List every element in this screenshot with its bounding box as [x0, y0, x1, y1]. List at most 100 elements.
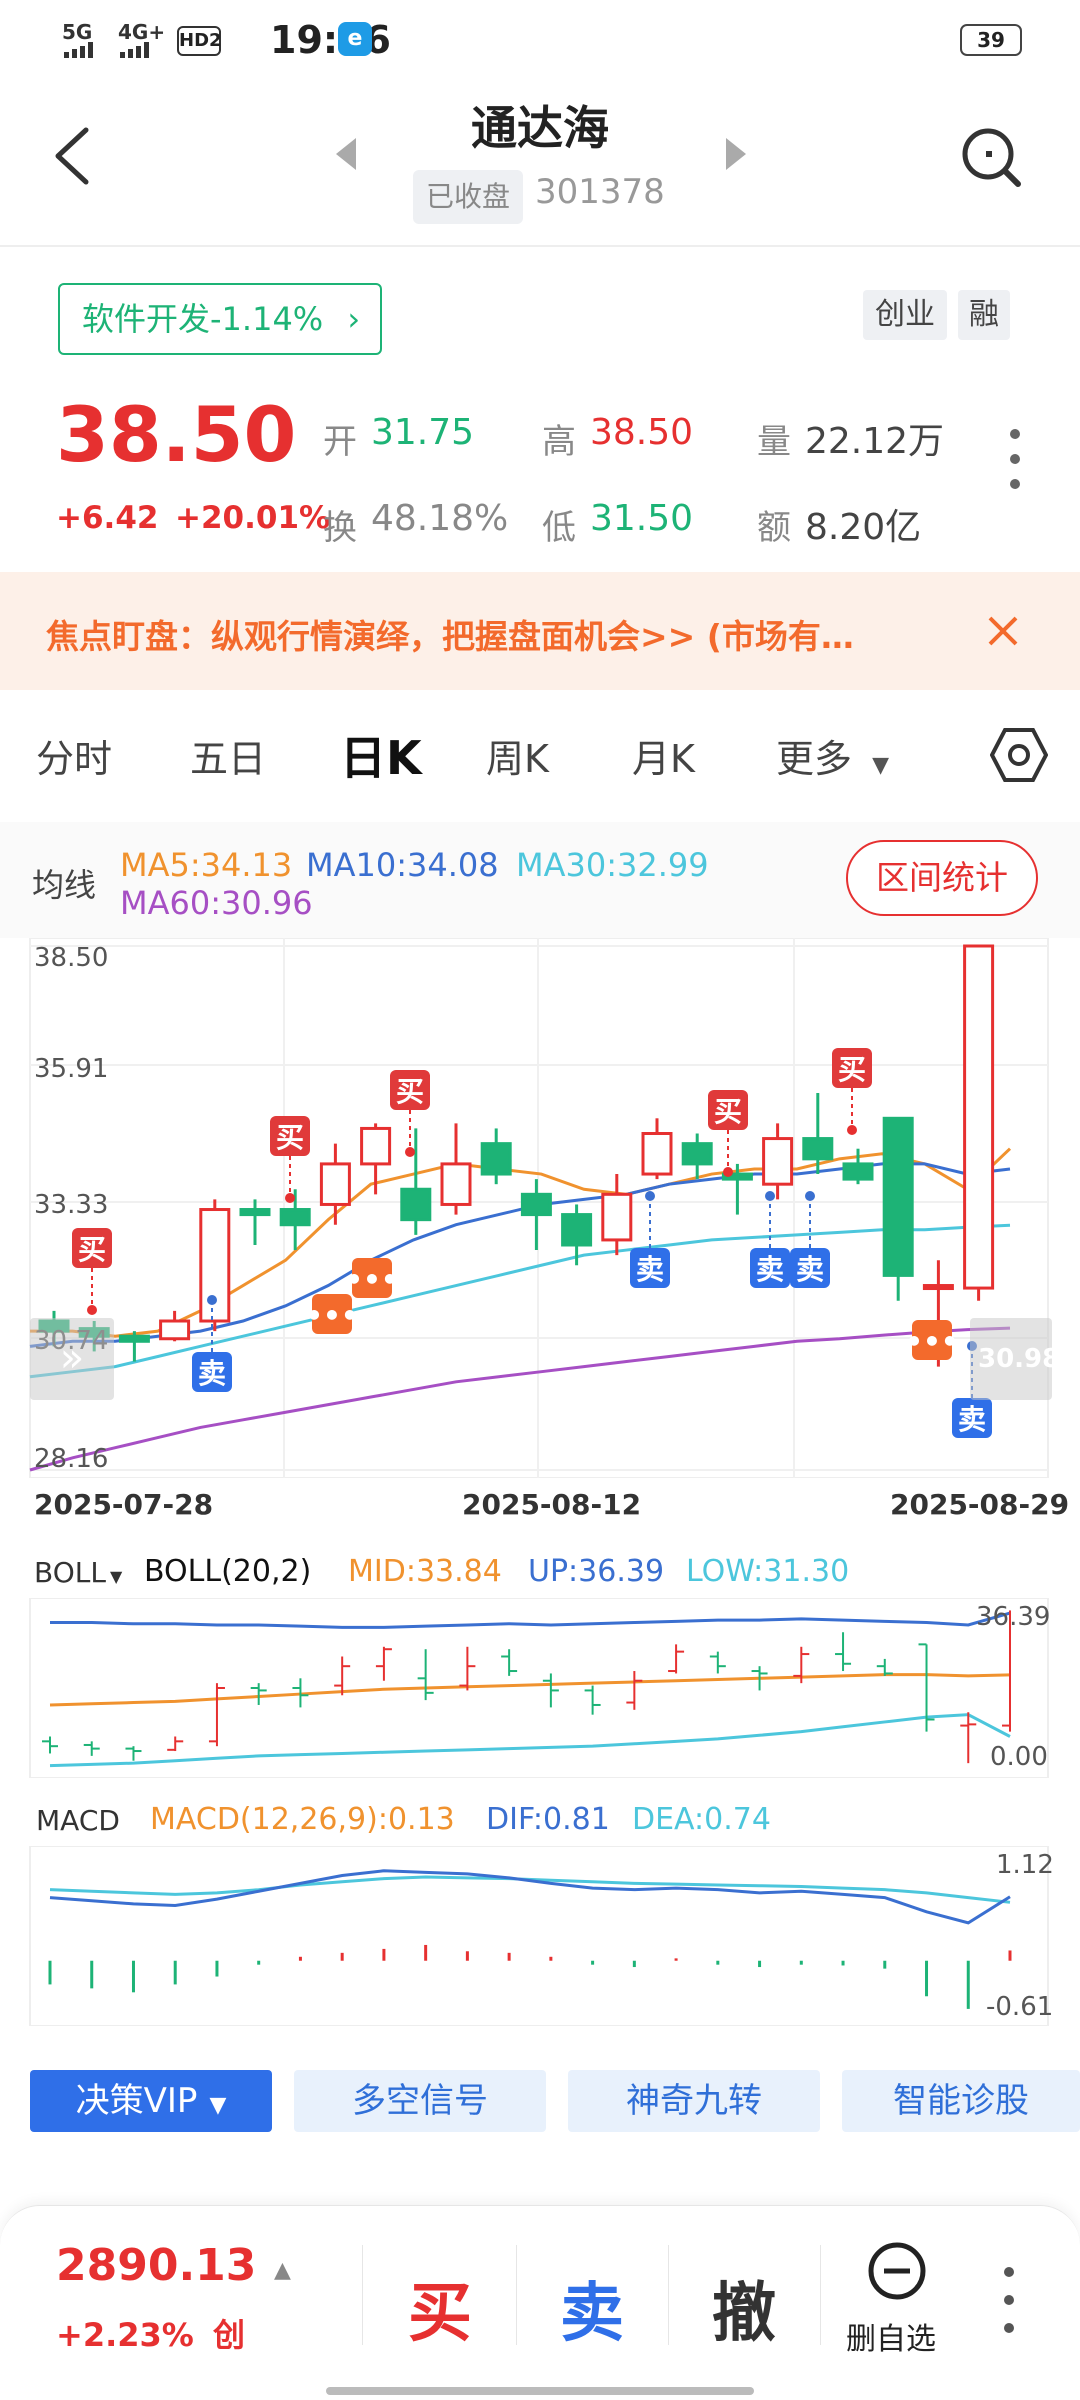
next-stock-icon[interactable]	[722, 134, 750, 174]
tab-daily-k[interactable]: 日K	[340, 731, 422, 785]
candle-body	[360, 1126, 392, 1166]
candle-body	[882, 1116, 914, 1277]
sell-signal-marker	[952, 1398, 992, 1438]
boll-chart[interactable]	[0, 1598, 1080, 1778]
settings-hex-icon[interactable]	[990, 726, 1048, 784]
sell-signal-marker	[750, 1248, 790, 1288]
current-price: 38.50	[56, 390, 297, 479]
price-tag-box[interactable]: 30.98	[970, 1318, 1060, 1400]
signal-bars-icon	[64, 42, 93, 58]
macd-label[interactable]: MACD	[36, 1804, 120, 1837]
buy-signal-marker-label: 买	[78, 1233, 106, 1266]
amount-label: 额	[757, 508, 791, 548]
indicator-line	[29, 1162, 1011, 1348]
caret-down-icon: ▼	[109, 1567, 123, 1586]
search-icon[interactable]	[958, 124, 1024, 190]
candle-body	[520, 1192, 552, 1217]
close-icon[interactable]	[986, 614, 1020, 648]
ma30-value: MA30:32.99	[516, 846, 709, 884]
buy-signal-marker-label: 买	[396, 1075, 424, 1108]
long-short-signal-button[interactable]: 多空信号	[294, 2070, 546, 2132]
boll-selector[interactable]: BOLL ▼	[34, 1556, 122, 1589]
buy-signal-marker	[72, 1228, 112, 1268]
low-value: 31.50	[590, 498, 694, 539]
tab-five-day[interactable]: 五日	[190, 737, 267, 781]
boll-mid: MID:33.84	[348, 1554, 502, 1589]
remove-watchlist-button[interactable]: 删自选	[846, 2240, 948, 2360]
sell-signal-marker	[192, 1352, 232, 1392]
macd-axis-bottom: -0.61	[986, 1992, 1054, 2022]
margin-tag: 融	[958, 290, 1010, 340]
tab-weekly-k[interactable]: 周K	[486, 737, 549, 781]
buy-signal-marker	[270, 1116, 310, 1156]
signal-5g-indicator: 5G	[62, 20, 93, 44]
buy-signal-marker	[832, 1048, 872, 1088]
high-label: 高	[542, 422, 576, 462]
home-indicator	[326, 2387, 754, 2395]
divider	[362, 2245, 363, 2345]
signal-bars-icon	[120, 42, 149, 58]
ma10-value: MA10:34.08	[306, 846, 499, 884]
focus-banner[interactable]: 焦点盯盘：纵观行情演绎，把握盘面机会>> (市场有…	[0, 572, 1080, 690]
sell-signal-marker	[790, 1248, 830, 1288]
date-label-start: 2025-07-28	[34, 1488, 214, 1521]
macd-dif: DIF:0.81	[486, 1802, 610, 1837]
low-label: 低	[542, 508, 576, 548]
expand-left-button[interactable]: »	[30, 1318, 114, 1400]
index-value[interactable]: 2890.13	[56, 2240, 257, 2291]
divider	[516, 2245, 517, 2345]
divider	[668, 2245, 669, 2345]
buy-button[interactable]: 买	[408, 2277, 472, 2351]
indicator-line	[49, 1673, 1011, 1707]
chevron-right-icon: ›	[347, 300, 361, 338]
smart-diagnosis-button[interactable]: 智能诊股	[842, 2070, 1080, 2132]
candle-body	[440, 1162, 472, 1206]
prev-stock-icon[interactable]	[332, 134, 360, 174]
caret-down-icon: ▼	[872, 753, 890, 778]
tab-monthly-k[interactable]: 月K	[632, 737, 695, 781]
header-divider	[0, 245, 1080, 247]
candlestick-chart[interactable]: 买买买买买卖卖卖卖卖•••••••••	[0, 938, 1080, 1478]
sector-link[interactable]: 软件开发-1.14% ›	[58, 283, 382, 355]
event-dots-marker	[912, 1320, 952, 1360]
indicator-line	[50, 1611, 1011, 1629]
boll-axis-bottom: 0.00	[990, 1742, 1048, 1772]
indicator-line	[29, 1326, 1011, 1472]
boll-params: BOLL(20,2)	[144, 1554, 312, 1589]
candle-body	[681, 1142, 713, 1166]
y-axis-label-5: 28.16	[34, 1444, 109, 1474]
ma60-value: MA60:30.96	[120, 884, 313, 922]
cancel-order-button[interactable]: 撤	[712, 2277, 776, 2351]
volume-value: 22.12万	[805, 421, 945, 462]
candle-body	[963, 944, 995, 1290]
price-tag-value: 30.98	[978, 1344, 1061, 1374]
back-icon[interactable]	[48, 124, 94, 188]
range-stats-button[interactable]: 区间统计	[846, 840, 1038, 916]
macd-chart[interactable]	[0, 1846, 1080, 2026]
index-change-pct: +2.23%	[56, 2316, 194, 2354]
indicator-line	[30, 1147, 1012, 1338]
boll-label: BOLL	[34, 1556, 106, 1589]
tab-intraday[interactable]: 分时	[36, 737, 113, 781]
caret-down-icon: ▼	[209, 2093, 227, 2118]
macd-dea: DEA:0.74	[632, 1802, 771, 1837]
candle-body	[118, 1334, 150, 1343]
stock-name: 通达海	[471, 101, 609, 155]
turnover-label: 换	[323, 508, 357, 548]
more-vertical-icon[interactable]	[1000, 424, 1030, 494]
magic-nine-button[interactable]: 神奇九转	[568, 2070, 820, 2132]
ma-label: 均线	[32, 866, 97, 904]
sell-signal-marker-label: 卖	[958, 1403, 986, 1436]
tab-more[interactable]: 更多 ▼	[776, 728, 889, 783]
candle-body	[279, 1208, 311, 1227]
signal-4g-indicator: 4G+	[118, 20, 166, 44]
market-status-badge: 已收盘	[413, 170, 523, 224]
caret-up-icon[interactable]: ▲	[274, 2258, 291, 2283]
sell-signal-marker-label: 卖	[198, 1357, 226, 1390]
sell-button[interactable]: 卖	[560, 2277, 624, 2351]
buy-signal-marker	[390, 1070, 430, 1110]
more-vertical-icon[interactable]	[994, 2262, 1024, 2338]
decision-vip-label: 决策VIP	[75, 2081, 198, 2121]
remove-watchlist-label: 删自选	[846, 2322, 936, 2357]
decision-vip-button[interactable]: 决策VIP ▼	[30, 2070, 272, 2132]
